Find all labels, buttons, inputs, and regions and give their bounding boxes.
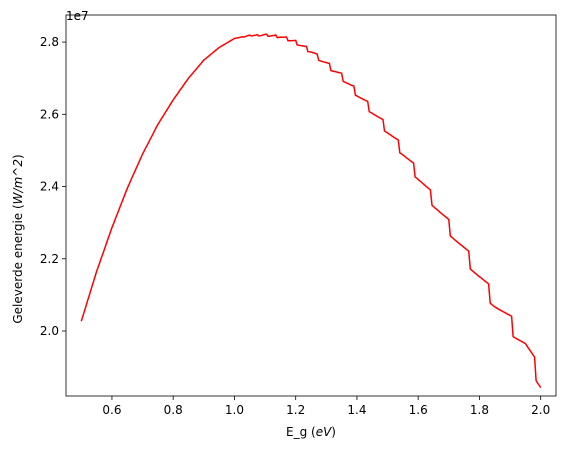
y-tick-label: 2.2 [40, 252, 59, 266]
axes: 0.6 0.8 1.0 1.2 1.4 1.6 1.8 2.0 2.0 2.2 2.4 2.6 2.8 [40, 14, 557, 417]
x-tick-label: 0.8 [164, 403, 183, 417]
y-tick-label: 2.8 [40, 35, 59, 49]
x-tick-label: 2.0 [531, 403, 550, 417]
y-tick-label: 2.6 [40, 107, 59, 121]
axes-frame [65, 14, 557, 397]
x-tick-label: 1.0 [225, 403, 244, 417]
x-tick-label: 1.8 [470, 403, 489, 417]
y-offset-label: 1e7 [66, 9, 89, 23]
plot-area [80, 33, 542, 389]
y-axis-label: Geleverde energie (W/m^2) [11, 154, 25, 323]
y-tick-label: 2.0 [40, 324, 59, 338]
x-tick-label: 0.6 [102, 403, 121, 417]
series-line [80, 33, 542, 389]
x-tick-label: 1.6 [409, 403, 428, 417]
x-axis-label: E_g (eV) [286, 425, 336, 439]
x-tick-label: 1.4 [347, 403, 366, 417]
y-tick-label: 2.4 [40, 180, 59, 194]
x-tick-label: 1.2 [286, 403, 305, 417]
